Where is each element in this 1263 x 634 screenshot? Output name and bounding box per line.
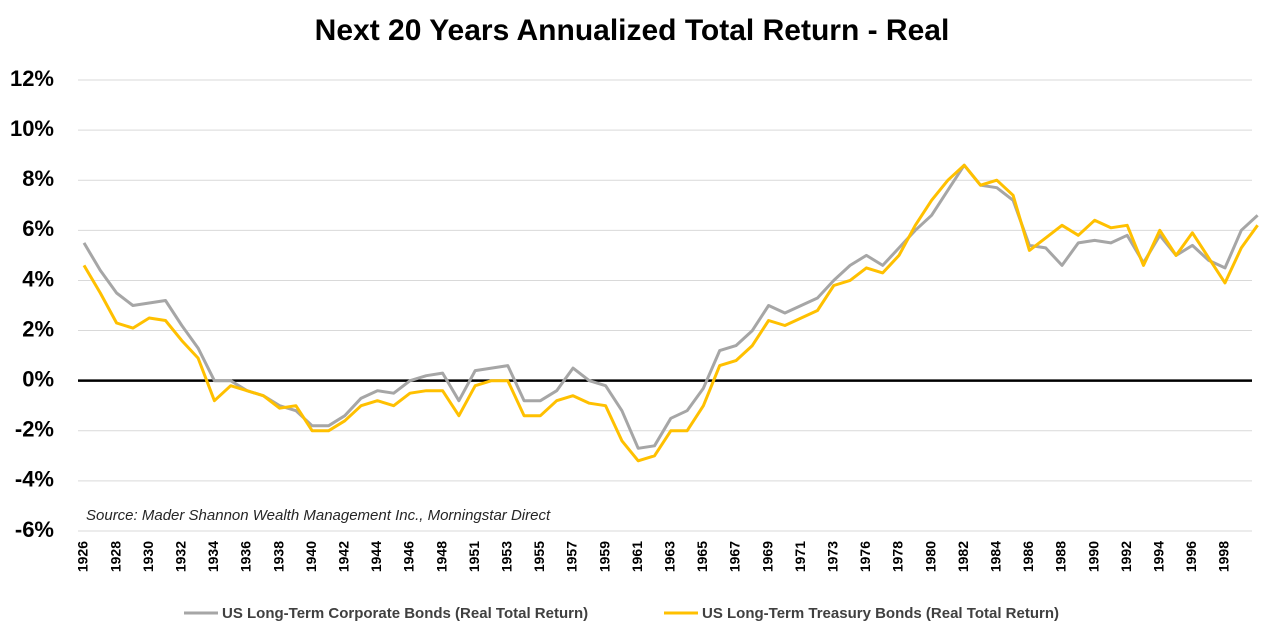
x-tick-label: 1928 bbox=[107, 541, 123, 572]
y-tick-label: 4% bbox=[22, 266, 54, 291]
x-tick-label: 1934 bbox=[205, 541, 221, 572]
x-tick-label: 1973 bbox=[825, 541, 841, 572]
x-tick-label: 1998 bbox=[1216, 541, 1232, 572]
y-tick-label: 10% bbox=[10, 116, 54, 141]
x-tick-label: 1965 bbox=[694, 541, 710, 572]
series-line bbox=[82, 163, 1259, 450]
x-tick-label: 1988 bbox=[1053, 541, 1069, 572]
y-tick-label: 8% bbox=[22, 166, 54, 191]
x-tick-label: 1946 bbox=[401, 541, 417, 572]
x-tick-label: 1926 bbox=[75, 541, 91, 572]
y-tick-label: 0% bbox=[22, 366, 54, 391]
x-tick-label: 1990 bbox=[1085, 541, 1101, 572]
x-tick-label: 1982 bbox=[955, 541, 971, 572]
x-tick-label: 1969 bbox=[759, 541, 775, 572]
y-tick-label: -4% bbox=[15, 467, 54, 492]
x-tick-label: 1930 bbox=[140, 541, 156, 572]
chart-title: Next 20 Years Annualized Total Return - … bbox=[315, 14, 950, 47]
x-tick-label: 1953 bbox=[499, 541, 515, 572]
x-tick-label: 1980 bbox=[922, 541, 938, 572]
x-tick-label: 1948 bbox=[433, 541, 449, 572]
x-tick-label: 1967 bbox=[727, 541, 743, 572]
x-tick-label: 1992 bbox=[1118, 541, 1134, 572]
x-tick-label: 1959 bbox=[596, 541, 612, 572]
x-tick-label: 1976 bbox=[857, 541, 873, 572]
source-note: Source: Mader Shannon Wealth Management … bbox=[86, 507, 551, 524]
y-tick-label: 2% bbox=[22, 316, 54, 341]
x-tick-label: 1951 bbox=[466, 541, 482, 572]
x-tick-label: 1944 bbox=[368, 541, 384, 572]
y-tick-label: 6% bbox=[22, 216, 54, 241]
series-line bbox=[82, 163, 1259, 463]
x-tick-label: 1961 bbox=[629, 541, 645, 572]
x-tick-label: 1936 bbox=[238, 541, 254, 572]
x-tick-label: 1986 bbox=[1020, 541, 1036, 572]
y-tick-label: 12% bbox=[10, 66, 54, 91]
x-tick-label: 1940 bbox=[303, 541, 319, 572]
legend-label: US Long-Term Corporate Bonds (Real Total… bbox=[222, 605, 588, 622]
x-tick-label: 1971 bbox=[792, 541, 808, 572]
legend-label: US Long-Term Treasury Bonds (Real Total … bbox=[702, 605, 1059, 622]
x-tick-label: 1963 bbox=[662, 541, 678, 572]
x-tick-label: 1994 bbox=[1151, 541, 1167, 572]
y-tick-label: -6% bbox=[15, 517, 54, 542]
x-tick-label: 1978 bbox=[890, 541, 906, 572]
x-tick-label: 1996 bbox=[1183, 541, 1199, 572]
x-tick-label: 1938 bbox=[270, 541, 286, 572]
x-tick-label: 1932 bbox=[173, 541, 189, 572]
x-tick-label: 1955 bbox=[531, 541, 547, 572]
x-tick-label: 1984 bbox=[988, 541, 1004, 572]
y-tick-label: -2% bbox=[15, 417, 54, 442]
x-tick-label: 1942 bbox=[336, 541, 352, 572]
x-tick-label: 1957 bbox=[564, 541, 580, 572]
